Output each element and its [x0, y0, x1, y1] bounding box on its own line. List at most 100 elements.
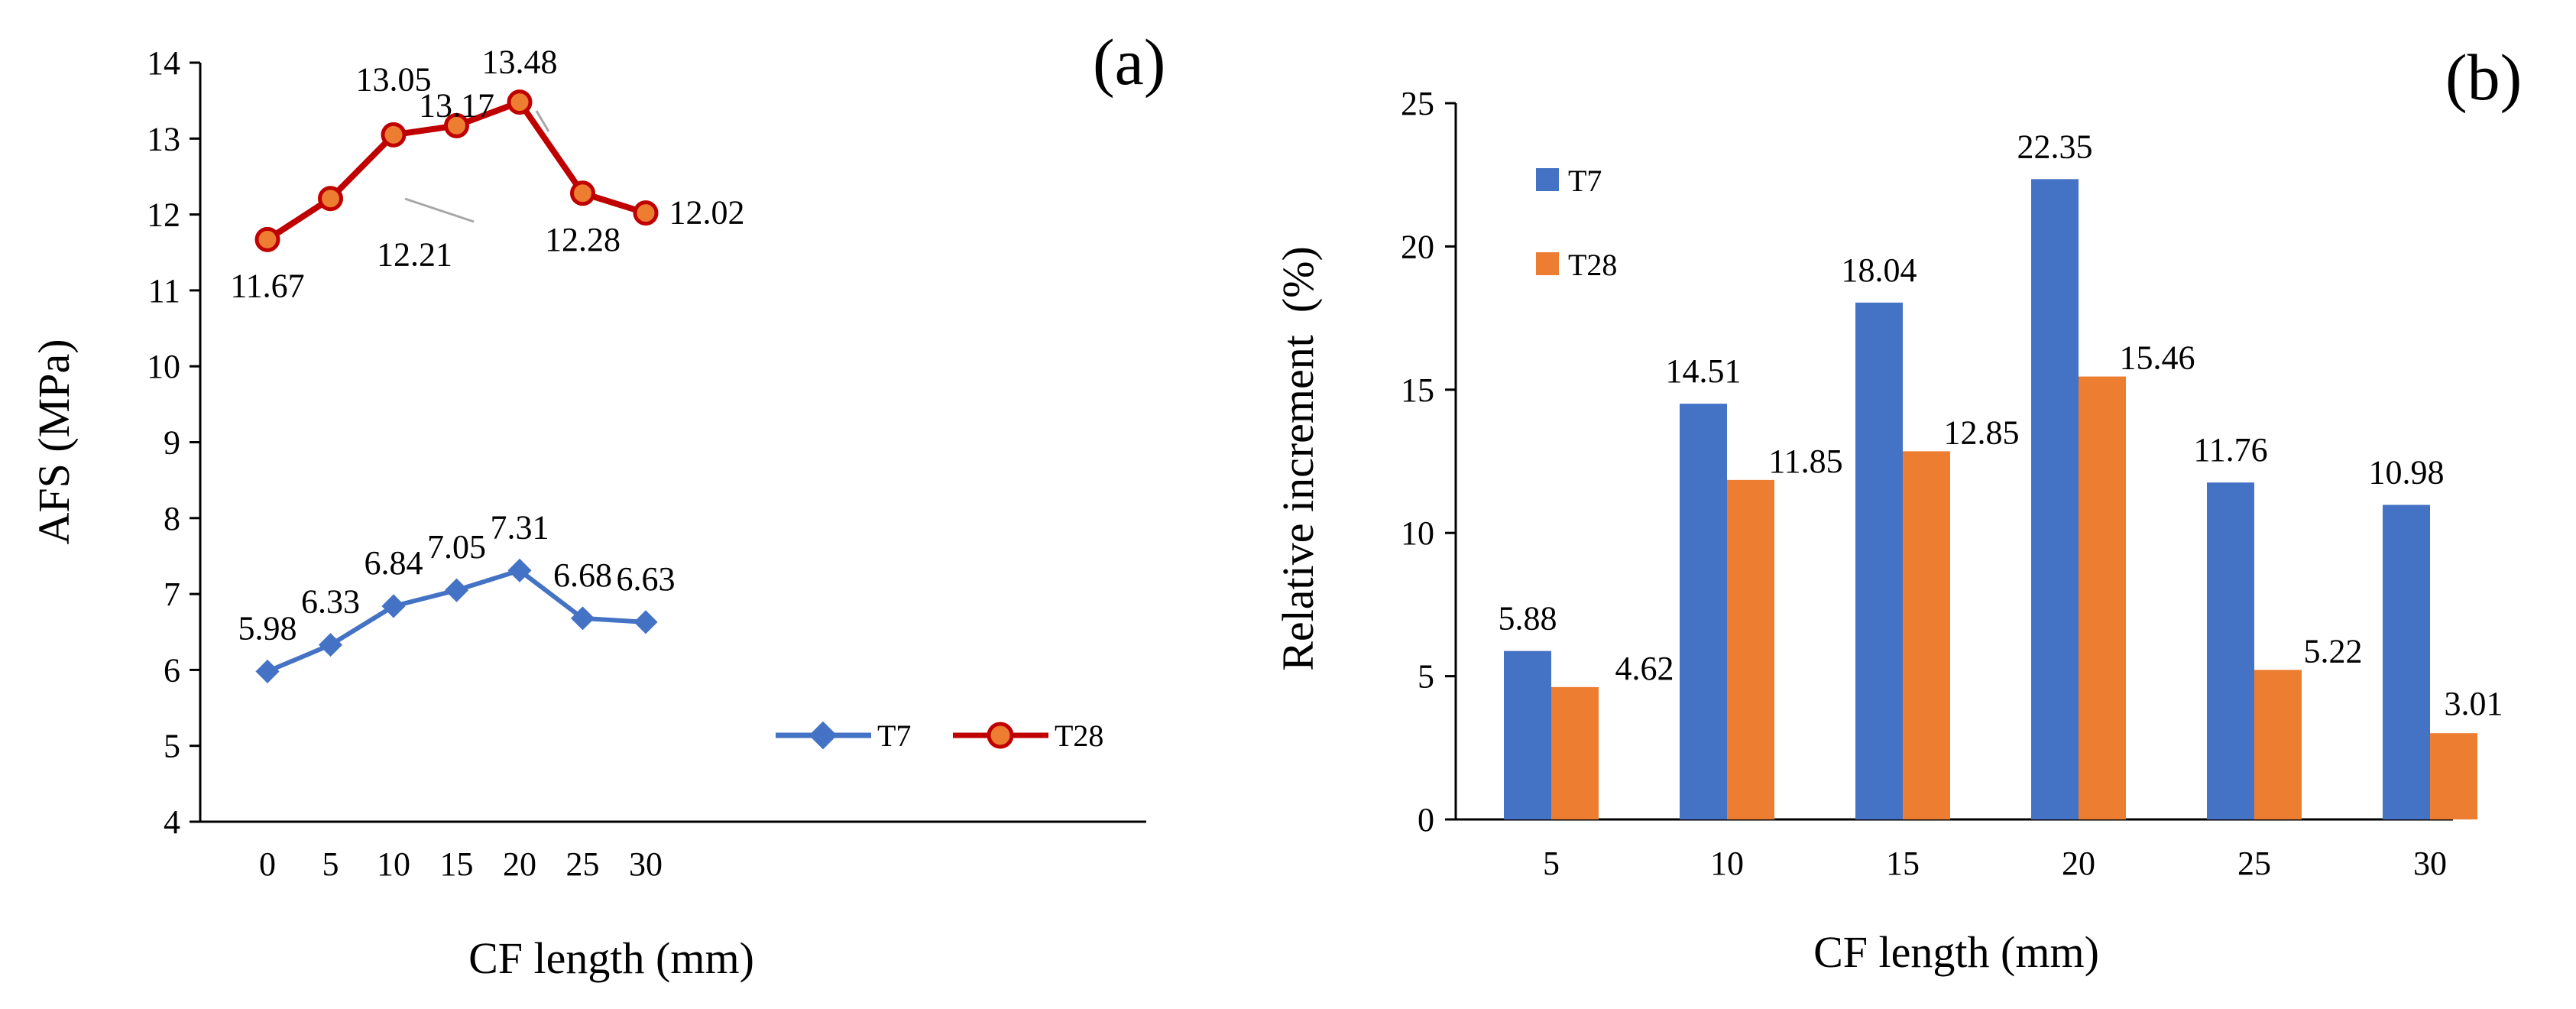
data-label-t28: 12.21 [377, 236, 452, 274]
data-point-t28 [570, 180, 595, 206]
legend-swatch-t7 [1536, 168, 1559, 191]
y-tick-label: 5 [164, 728, 180, 765]
legend-item-t7: T7 [1536, 164, 1602, 198]
legend-a: T7 T28 [776, 719, 1103, 753]
y-tick-label: 11 [148, 272, 180, 310]
y-tick-label: 0 [1418, 801, 1434, 839]
data-label-t28: 13.05 [356, 60, 432, 98]
bar-t7 [1855, 302, 1903, 819]
legend-label-t28: T28 [1568, 248, 1617, 282]
legend-label-t28: T28 [1055, 719, 1103, 753]
data-label-t7: 6.33 [301, 583, 360, 621]
y-tick-label: 25 [1401, 85, 1434, 122]
bar-t28 [2079, 376, 2126, 819]
legend-item-t7: T7 [776, 719, 911, 753]
y-tick-label: 20 [1401, 228, 1434, 265]
data-label-t28: 12.28 [545, 221, 621, 258]
x-tick-label: 20 [503, 845, 536, 883]
leader-line-13.05 [535, 110, 550, 132]
legend-swatch-t28 [1536, 252, 1559, 275]
leader-lines [404, 110, 550, 223]
y-tick-label: 12 [147, 196, 180, 234]
bar-t7 [1504, 650, 1551, 819]
y-tick-label: 8 [164, 500, 180, 537]
data-point-t28 [381, 122, 407, 148]
data-label-t7: 11.76 [2193, 431, 2267, 469]
x-tick-label: 0 [259, 845, 276, 883]
y-axis-title-b: Relative increment (%) [1273, 246, 1323, 671]
legend-label-t7: T7 [1568, 164, 1602, 198]
y-tick-label: 9 [164, 424, 180, 462]
bar-t28 [2254, 670, 2302, 819]
data-label-t28: 4.62 [1615, 650, 1674, 687]
x-tick-label: 5 [1543, 845, 1560, 882]
panel-label-b: (b) [2445, 41, 2522, 114]
bar-t28 [1551, 686, 1599, 819]
bar-t7 [1680, 404, 1727, 819]
x-tick-label: 15 [440, 845, 474, 883]
data-label-t28: 3.01 [2445, 685, 2503, 722]
bar-t7 [2207, 482, 2254, 819]
y-tick-label: 13 [147, 120, 180, 157]
bar-t28 [2430, 733, 2477, 819]
panel-label-a: (a) [1093, 25, 1165, 99]
legend-label-t7: T7 [877, 719, 911, 753]
y-tick-label: 14 [147, 44, 180, 82]
x-tick-label: 20 [2062, 845, 2095, 882]
legend-item-t28: T28 [1536, 248, 1617, 282]
data-label-t28: 15.46 [2120, 339, 2195, 377]
data-label-t28: 13.48 [482, 44, 558, 81]
data-label-t28: 12.85 [1944, 414, 2020, 451]
data-point-t28 [318, 186, 343, 212]
y-tick-label: 7 [164, 576, 180, 613]
data-point-t28 [254, 226, 280, 252]
data-point-t7 [444, 578, 469, 602]
y-tick-label: 5 [1418, 658, 1434, 696]
legend-item-t28: T28 [953, 719, 1103, 753]
data-label-t28: 11.67 [230, 267, 304, 304]
data-point-t7 [318, 633, 343, 657]
x-tick-label: 30 [2413, 845, 2447, 882]
data-label-t28: 13.17 [419, 86, 494, 124]
data-label-t7: 5.98 [238, 609, 297, 647]
data-point-t7 [633, 610, 658, 634]
data-label-t28: 12.02 [669, 194, 745, 232]
data-label-t7: 14.51 [1666, 352, 1742, 390]
data-label-t7: 6.84 [365, 544, 423, 582]
y-tick-label: 10 [147, 348, 180, 385]
x-axis-title-b: CF length (mm) [1813, 927, 2099, 977]
data-label-t7: 18.04 [1842, 251, 1917, 289]
legend-marker-t7 [808, 721, 838, 750]
y-axis-title-a: AFS (MPa) [29, 339, 79, 544]
legend-marker-t28 [987, 722, 1014, 749]
data-label-t7: 22.35 [2017, 128, 2093, 165]
data-point-t7 [381, 594, 406, 618]
bar-t7 [2383, 504, 2430, 819]
bar-chart-panel-b: (b) 0 5 10 15 20 25 5.88 14.51 18.04 22.35 11.76 1… [1273, 41, 2522, 977]
data-point-t28 [507, 89, 533, 115]
legend-b: T7 T28 [1536, 164, 1617, 282]
data-label-t7: 6.68 [553, 556, 612, 594]
x-tick-label: 30 [629, 845, 663, 883]
data-label-t28: 11.85 [1768, 443, 1842, 480]
data-point-t28 [633, 200, 659, 226]
data-point-t7 [255, 659, 280, 683]
y-tick-label: 4 [164, 803, 180, 841]
x-tick-label: 15 [1886, 845, 1920, 882]
x-tick-label: 25 [566, 845, 600, 883]
data-point-t28 [444, 112, 469, 138]
y-tick-label: 6 [164, 651, 180, 689]
data-label-t7: 6.63 [617, 560, 676, 598]
data-label-t28: 5.22 [2304, 632, 2363, 670]
data-label-t7: 7.05 [427, 528, 486, 566]
bar-t7 [2031, 179, 2079, 819]
y-tick-label: 15 [1401, 371, 1434, 409]
data-label-t7: 10.98 [2369, 453, 2445, 491]
line-chart-panel-a: (a) 4 5 6 7 8 9 10 11 12 13 14 0 5 10 15 20 25 30 CF len… [29, 25, 1165, 983]
x-tick-label: 10 [1710, 845, 1744, 882]
bar-t28 [1903, 451, 1950, 819]
y-tick-label: 10 [1401, 514, 1434, 552]
x-axis-title-a: CF length (mm) [468, 933, 754, 983]
data-label-t7: 5.88 [1499, 600, 1557, 638]
